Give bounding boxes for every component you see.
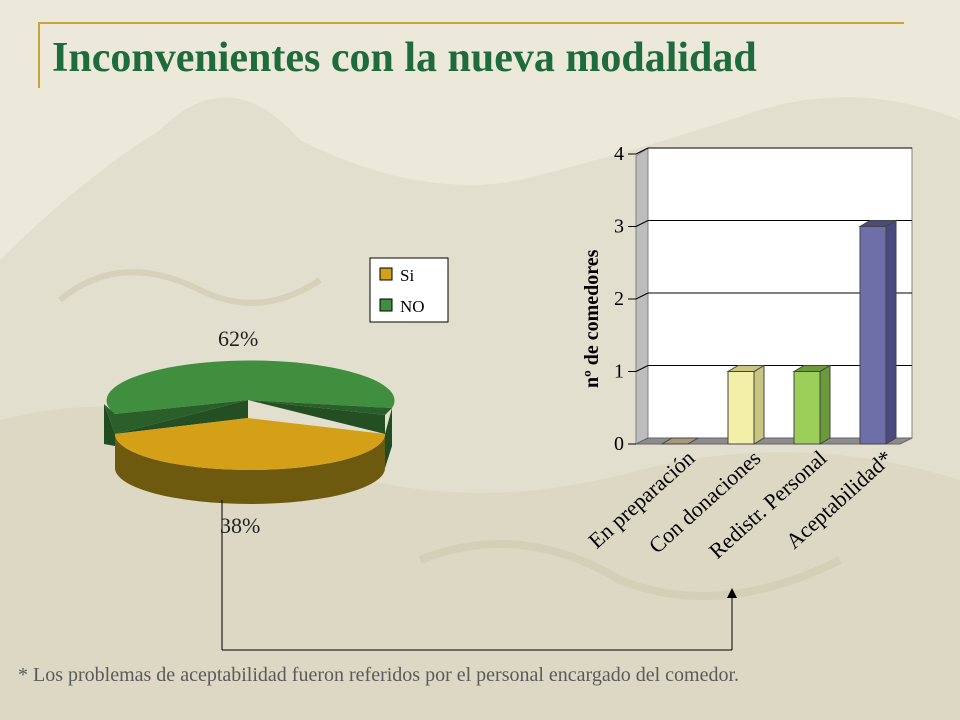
gridline-depth xyxy=(635,365,649,372)
y-tick-label: 2 xyxy=(614,288,624,310)
bar-1 xyxy=(726,364,766,445)
page-title: Inconvenientes con la nueva modalidad xyxy=(52,35,757,81)
bar-front xyxy=(859,226,887,445)
bar-chart-y-ticks: 0 1 2 3 4 xyxy=(614,143,636,455)
pie-slice-no xyxy=(106,360,395,414)
legend-swatch-si xyxy=(379,267,393,281)
pie-slice-no-side-right xyxy=(385,408,392,468)
bar-side xyxy=(885,219,897,445)
pie-slice-no-inner-wall-right xyxy=(248,400,385,434)
legend-swatch-no xyxy=(379,298,393,312)
bar-top xyxy=(660,437,700,445)
bar-chart-y-label: nº de comedores xyxy=(581,249,603,388)
bar-0 xyxy=(660,437,700,445)
bar-3 xyxy=(858,219,898,445)
aceptabilidad-arrow-icon xyxy=(727,588,737,598)
pie-label-no: 62% xyxy=(218,326,258,351)
bar-front xyxy=(727,371,755,445)
bar-front xyxy=(793,371,821,445)
legend-label-no: NO xyxy=(400,297,425,316)
bar-top xyxy=(858,220,898,227)
pie-chart: 62% 38% Si NO xyxy=(104,257,449,538)
y-tick-label: 4 xyxy=(614,143,624,165)
bar-chart-bars xyxy=(660,219,898,445)
bar-top xyxy=(726,365,766,372)
pie-legend: Si NO xyxy=(369,257,449,323)
x-tick-label: Con donaciones xyxy=(644,445,766,558)
footnote: * Los problemas de aceptabilidad fueron … xyxy=(18,664,740,686)
pie-slice-si xyxy=(115,418,385,470)
pie-label-si: 38% xyxy=(220,513,260,538)
gridline-depth xyxy=(635,147,649,155)
y-tick-label: 3 xyxy=(614,216,624,238)
y-tick-label: 1 xyxy=(614,361,624,383)
bar-side xyxy=(753,364,765,445)
bar-side xyxy=(819,364,831,445)
title-accent-line xyxy=(38,22,904,24)
bar-2 xyxy=(792,364,832,445)
bar-top xyxy=(792,365,832,372)
pie-slice-no-side xyxy=(104,404,115,446)
gridline-depth xyxy=(635,220,649,227)
y-tick-label: 0 xyxy=(614,433,624,455)
gridline-depth xyxy=(635,292,649,300)
x-tick-label: Redistr. Personal xyxy=(704,445,832,563)
title-accent-bar xyxy=(38,22,40,88)
pie-slice-si-side xyxy=(115,434,385,504)
legend-label-si: Si xyxy=(400,266,414,285)
